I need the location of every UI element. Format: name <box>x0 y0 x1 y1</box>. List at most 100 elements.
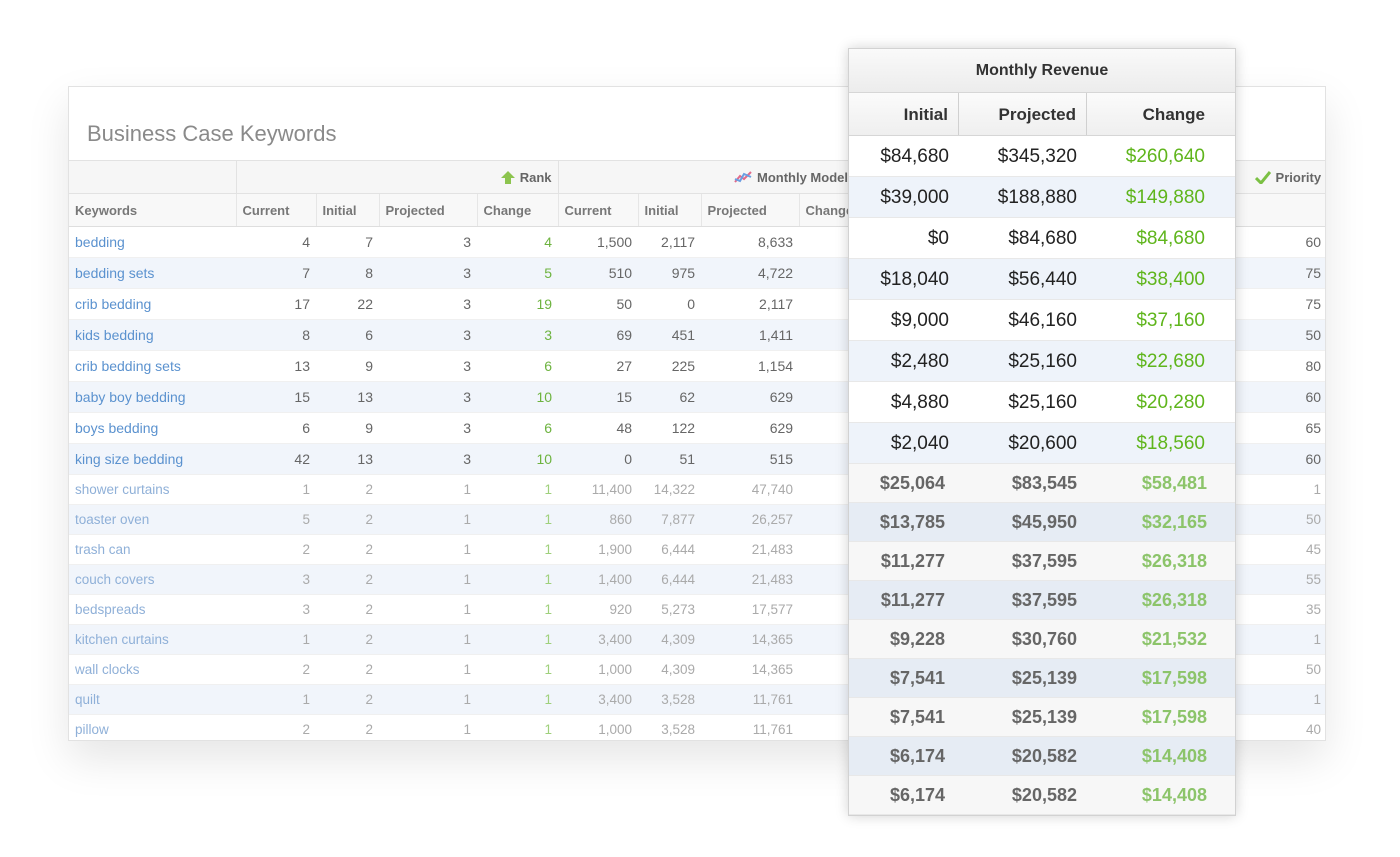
traffic-current: 1,900 <box>558 534 639 565</box>
revenue-projected: $30,760 <box>1011 629 1077 649</box>
keyword-link[interactable]: pillow <box>69 714 236 740</box>
col-traffic-current[interactable]: Current <box>558 193 639 227</box>
rank-projected: 1 <box>379 624 477 655</box>
keyword-link[interactable]: bedspreads <box>69 594 236 625</box>
revenue-row: $9,228 $30,760 $21,532 <box>849 620 1235 659</box>
revenue-row: $13,785 $45,950 $32,165 <box>849 503 1235 542</box>
col-traffic-initial[interactable]: Initial <box>638 193 702 227</box>
revenue-projected: $20,582 <box>1011 785 1077 805</box>
col-rank-current[interactable]: Current <box>236 193 317 227</box>
traffic-projected: 2,117 <box>701 288 800 320</box>
keyword-link[interactable]: shower curtains <box>69 474 236 505</box>
revenue-row: $84,680 $345,320 $260,640 <box>849 136 1235 177</box>
rank-current: 4 <box>236 226 316 258</box>
traffic-initial: 14,322 <box>638 474 702 505</box>
traffic-initial: 3,528 <box>638 714 702 740</box>
rank-current: 7 <box>236 257 316 289</box>
traffic-projected: 47,740 <box>701 474 800 505</box>
keyword-link[interactable]: crib bedding <box>69 288 236 320</box>
revenue-initial: $25,064 <box>879 473 945 493</box>
col-revenue-change[interactable]: Change <box>1142 105 1205 124</box>
traffic-projected: 26,257 <box>701 504 800 535</box>
keyword-link[interactable]: boys bedding <box>69 412 236 444</box>
revenue-initial: $39,000 <box>880 187 949 208</box>
col-rank-initial[interactable]: Initial <box>316 193 380 227</box>
rank-projected: 1 <box>379 564 477 595</box>
keyword-link[interactable]: kitchen curtains <box>69 624 236 655</box>
rank-current: 1 <box>236 684 316 715</box>
traffic-projected: 11,761 <box>701 714 800 740</box>
rank-projected: 3 <box>379 288 477 320</box>
keyword-link[interactable]: kids bedding <box>69 319 236 351</box>
rank-current: 3 <box>236 564 316 595</box>
revenue-projected: $46,160 <box>1008 310 1077 331</box>
col-revenue-initial[interactable]: Initial <box>849 93 959 135</box>
revenue-change: $17,598 <box>1141 707 1207 727</box>
rank-projected: 1 <box>379 474 477 505</box>
revenue-projected: $25,139 <box>1011 668 1077 688</box>
rank-current: 2 <box>236 714 316 740</box>
col-rank-projected[interactable]: Projected <box>379 193 478 227</box>
traffic-current: 50 <box>558 288 639 320</box>
traffic-initial: 62 <box>638 381 702 413</box>
rank-initial: 2 <box>316 684 379 715</box>
rank-change: 6 <box>477 350 559 382</box>
traffic-current: 860 <box>558 504 639 535</box>
col-revenue-projected[interactable]: Projected <box>959 93 1087 135</box>
revenue-row: $39,000 $188,880 $149,880 <box>849 177 1235 218</box>
traffic-initial: 0 <box>638 288 702 320</box>
rank-change: 1 <box>477 564 559 595</box>
revenue-initial: $7,541 <box>889 668 945 688</box>
keyword-link[interactable]: bedding <box>69 226 236 258</box>
traffic-current: 69 <box>558 319 639 351</box>
col-traffic-projected[interactable]: Projected <box>701 193 800 227</box>
keyword-link[interactable]: quilt <box>69 684 236 715</box>
traffic-current: 1,500 <box>558 226 639 258</box>
rank-current: 2 <box>236 534 316 565</box>
revenue-projected: $56,440 <box>1008 269 1077 290</box>
col-rank-change[interactable]: Change <box>477 193 559 227</box>
revenue-projected: $20,600 <box>1008 433 1077 454</box>
traffic-projected: 1,154 <box>701 350 800 382</box>
traffic-projected: 17,577 <box>701 594 800 625</box>
traffic-initial: 4,309 <box>638 624 702 655</box>
revenue-change: $21,532 <box>1141 629 1207 649</box>
traffic-projected: 21,483 <box>701 564 800 595</box>
traffic-initial: 122 <box>638 412 702 444</box>
rank-current: 2 <box>236 654 316 685</box>
traffic-initial: 225 <box>638 350 702 382</box>
traffic-initial: 6,444 <box>638 534 702 565</box>
monthly-revenue-panel: Monthly Revenue Initial Projected Change… <box>848 48 1236 816</box>
rank-change: 10 <box>477 381 559 413</box>
rank-change: 1 <box>477 594 559 625</box>
col-keywords[interactable]: Keywords <box>69 193 237 227</box>
keyword-link[interactable]: trash can <box>69 534 236 565</box>
keyword-link[interactable]: crib bedding sets <box>69 350 236 382</box>
rank-change: 1 <box>477 684 559 715</box>
rank-projected: 3 <box>379 257 477 289</box>
keyword-link[interactable]: wall clocks <box>69 654 236 685</box>
keyword-link[interactable]: king size bedding <box>69 443 236 475</box>
traffic-initial: 4,309 <box>638 654 702 685</box>
keyword-link[interactable]: baby boy bedding <box>69 381 236 413</box>
rank-initial: 2 <box>316 594 379 625</box>
revenue-change: $14,408 <box>1141 785 1207 805</box>
revenue-change: $260,640 <box>1125 146 1205 167</box>
revenue-projected: $25,160 <box>1008 392 1077 413</box>
revenue-initial: $9,228 <box>889 629 945 649</box>
rank-projected: 1 <box>379 714 477 740</box>
rank-current: 6 <box>236 412 316 444</box>
traffic-current: 1,000 <box>558 654 639 685</box>
keyword-link[interactable]: bedding sets <box>69 257 236 289</box>
revenue-change: $58,481 <box>1141 473 1207 493</box>
revenue-projected: $345,320 <box>997 146 1077 167</box>
traffic-projected: 1,411 <box>701 319 800 351</box>
keyword-link[interactable]: couch covers <box>69 564 236 595</box>
revenue-change: $18,560 <box>1136 433 1205 454</box>
rank-projected: 3 <box>379 319 477 351</box>
rank-projected: 3 <box>379 381 477 413</box>
revenue-change: $149,880 <box>1125 187 1205 208</box>
keyword-link[interactable]: toaster oven <box>69 504 236 535</box>
traffic-projected: 4,722 <box>701 257 800 289</box>
revenue-change: $22,680 <box>1136 351 1205 372</box>
